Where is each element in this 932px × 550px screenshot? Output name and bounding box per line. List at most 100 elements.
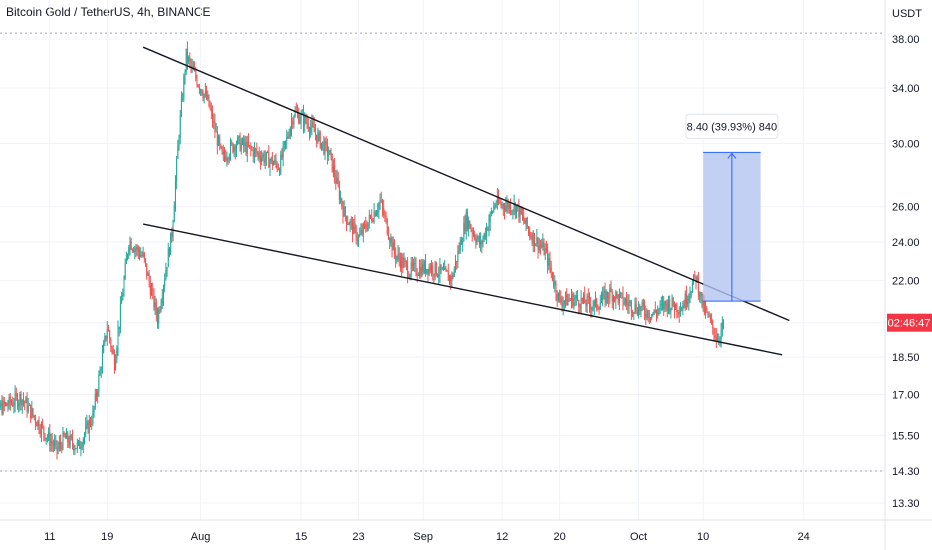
chart-title: Bitcoin Gold / TetherUS, 4h, BINANCE xyxy=(6,5,211,19)
candle-body xyxy=(660,303,662,305)
candle-body xyxy=(616,291,618,295)
candle-body xyxy=(316,134,318,143)
candle-body xyxy=(684,293,686,308)
candle-body xyxy=(348,223,350,226)
candle-body xyxy=(577,295,579,301)
candle-body xyxy=(544,248,546,255)
candle-body xyxy=(334,165,336,178)
candle-body xyxy=(648,317,650,319)
candle-body xyxy=(68,442,70,446)
candle-body xyxy=(500,202,502,206)
grid-layer xyxy=(0,0,885,520)
candle-body xyxy=(537,237,539,251)
candle-body xyxy=(623,302,625,304)
price-tick-label: 14.30 xyxy=(892,466,920,478)
candle-body xyxy=(121,300,123,304)
candle-body xyxy=(402,257,404,268)
candle-body xyxy=(158,309,160,324)
candle-body xyxy=(39,430,41,434)
candle-body xyxy=(527,227,529,231)
candle-body xyxy=(204,91,206,95)
candle-body xyxy=(161,297,163,304)
candle-body xyxy=(419,266,421,275)
candle-body xyxy=(683,305,685,308)
candle-body xyxy=(525,217,527,224)
candle-body xyxy=(110,339,112,348)
candle-body xyxy=(226,158,228,161)
candle-body xyxy=(409,274,411,278)
candle-body xyxy=(560,297,562,303)
candles-layer xyxy=(0,41,725,460)
candle-body xyxy=(95,393,97,397)
candle-body xyxy=(347,223,349,225)
trendlines-layer[interactable] xyxy=(142,46,790,356)
candle-body xyxy=(262,154,264,158)
candle-body xyxy=(441,268,443,270)
candle-body xyxy=(325,140,327,144)
candle-body xyxy=(383,207,385,216)
candle-body xyxy=(517,204,519,206)
candle-body xyxy=(593,300,595,307)
candle-body xyxy=(661,302,663,304)
candle-body xyxy=(103,343,105,353)
candle-body xyxy=(681,310,683,312)
candle-body xyxy=(689,294,691,296)
candle-body xyxy=(572,294,574,307)
candle-body xyxy=(606,291,608,298)
candle-body xyxy=(208,95,210,107)
candle-body xyxy=(21,399,23,405)
candle-body xyxy=(511,211,513,213)
candle-body xyxy=(94,393,96,408)
candle-body xyxy=(512,210,514,212)
candle-body xyxy=(417,274,419,276)
candle-body xyxy=(13,404,15,406)
candle-body xyxy=(227,158,229,160)
candle-body xyxy=(475,238,477,243)
candle-body xyxy=(257,152,259,154)
measure-tool[interactable]: 8.40 (39.93%) 840 xyxy=(685,113,779,302)
trendline-upper[interactable] xyxy=(142,46,790,322)
candle-body xyxy=(117,328,119,349)
candle-body xyxy=(463,223,465,242)
candle-body xyxy=(311,121,313,128)
candle-body xyxy=(526,217,528,228)
candle-body xyxy=(457,250,459,263)
candle-body xyxy=(368,214,370,223)
candle-body xyxy=(129,241,131,248)
candle-body xyxy=(691,282,693,293)
trendline-lower[interactable] xyxy=(142,223,783,356)
candle-body xyxy=(300,114,302,121)
candle-body xyxy=(72,437,74,445)
candle-body xyxy=(313,125,315,133)
candle-body xyxy=(52,443,54,447)
candle-body xyxy=(362,223,364,235)
candle-body xyxy=(391,237,393,251)
candle-body xyxy=(160,303,162,311)
candle-body xyxy=(524,220,526,224)
candle-body xyxy=(421,264,423,276)
candle-body xyxy=(277,168,279,170)
candle-body xyxy=(536,237,538,245)
candle-body xyxy=(658,308,660,311)
candle-body xyxy=(206,91,208,99)
candle-body xyxy=(374,211,376,216)
candle-body xyxy=(197,85,199,87)
candle-body xyxy=(712,320,714,329)
candle-body xyxy=(555,282,557,295)
price-axis[interactable]: USDT38.0034.0030.0026.0024.0022.0020.001… xyxy=(887,8,932,510)
price-tick-label: 24.00 xyxy=(892,237,920,249)
candle-body xyxy=(350,221,352,223)
candle-body xyxy=(87,421,89,433)
candle-body xyxy=(340,198,342,200)
candle-body xyxy=(143,252,145,259)
candle-body xyxy=(408,276,410,278)
current-price-tag[interactable] xyxy=(887,313,932,332)
candle-body xyxy=(585,303,587,307)
time-tick-label: Sep xyxy=(413,531,433,543)
candle-body xyxy=(404,260,406,262)
candle-body xyxy=(460,240,462,245)
candle-body xyxy=(101,352,103,370)
candle-body xyxy=(695,275,697,282)
